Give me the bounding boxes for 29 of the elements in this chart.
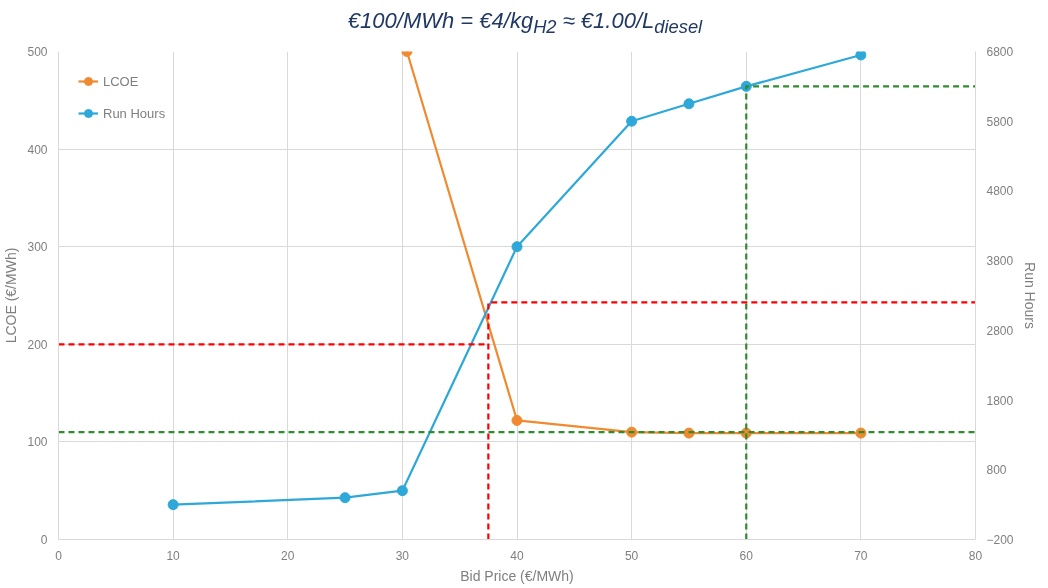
x-axis-title: Bid Price (€/MWh): [460, 567, 574, 584]
y2-tick-label: 1800: [986, 393, 1014, 408]
y-tick-label: 200: [27, 337, 48, 352]
legend-label: LCOE: [103, 73, 139, 89]
legend-label: Run Hours: [103, 105, 166, 121]
y2-tick-label: −200: [986, 533, 1014, 547]
x-tick-label: 70: [854, 548, 868, 563]
x-tick-label: 10: [166, 548, 181, 563]
y2-tick-label: 6800: [986, 45, 1014, 59]
chart-title: €100/MWh = €4/kg$_{H2}$ ≈ €1.00/L$_{diesel}$: [346, 7, 704, 40]
x-tick-label: 30: [395, 548, 410, 563]
y2-tick-label: 800: [986, 463, 1007, 478]
y-tick-label: 100: [27, 435, 48, 450]
y2-axis-title: Run Hours: [1021, 262, 1038, 329]
x-tick-label: 0: [55, 548, 63, 563]
y-axis-title: LCOE (€/MWh): [3, 247, 20, 344]
x-tick-label: 50: [624, 548, 639, 563]
y2-tick-label: 2800: [986, 323, 1014, 338]
x-tick-label: 60: [739, 548, 754, 563]
y2-tick-label: 5800: [986, 114, 1014, 129]
y-tick-label: 400: [27, 142, 48, 157]
y-tick-label: 300: [27, 240, 48, 255]
x-tick-label: 20: [281, 548, 295, 563]
y2-tick-label: 3800: [986, 254, 1014, 269]
x-tick-label: 80: [968, 548, 983, 563]
y-tick-label: 0: [40, 533, 48, 547]
x-tick-label: 40: [510, 548, 524, 563]
y-tick-label: 500: [27, 45, 48, 59]
y2-tick-label: 4800: [986, 184, 1014, 199]
